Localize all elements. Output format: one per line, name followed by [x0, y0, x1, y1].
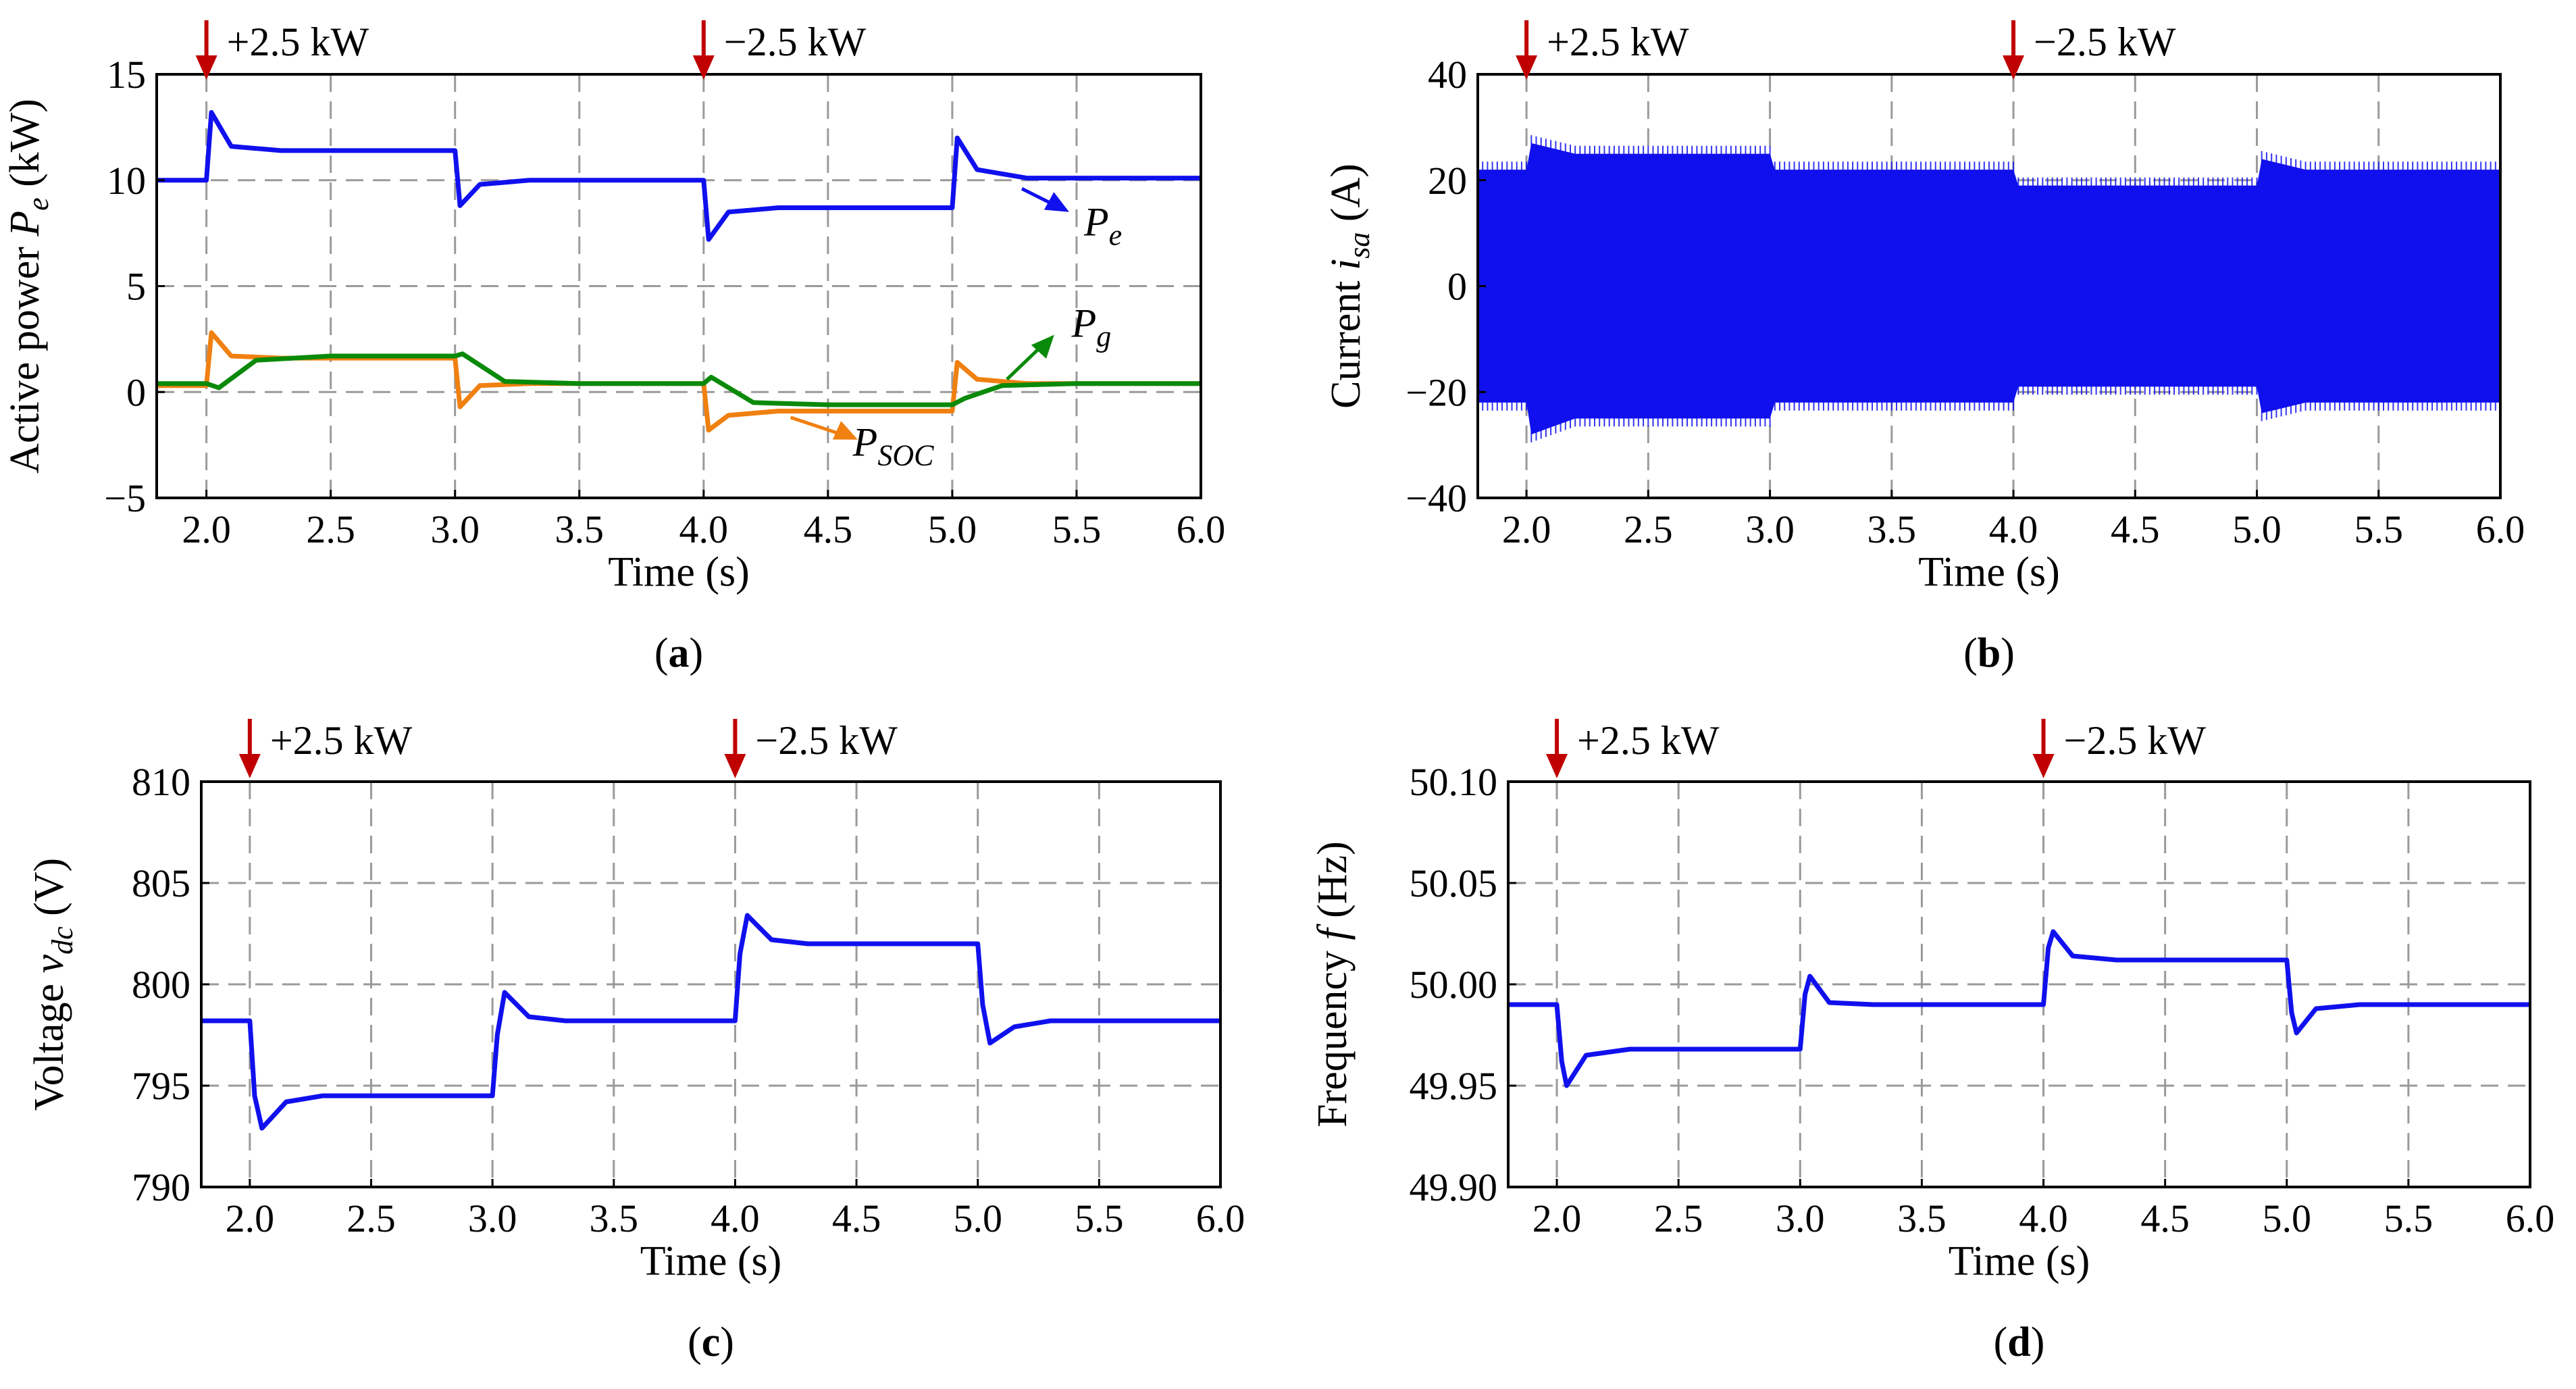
- x-tick-label: 3.5: [1897, 1196, 1947, 1240]
- x-tick-label: 4.0: [711, 1196, 760, 1240]
- event-annotation: −2.5 kW: [2064, 718, 2207, 763]
- event-arrow-icon: [1516, 55, 1538, 80]
- x-tick-label: 2.0: [1502, 507, 1551, 551]
- x-tick-label: 3.5: [590, 1196, 639, 1240]
- x-tick-label: 4.5: [2140, 1196, 2190, 1240]
- x-tick-label: 5.0: [928, 507, 977, 551]
- y-tick-label: 49.90: [1410, 1165, 1498, 1209]
- chart-c: 2.0 2.5 3.0 3.5 4.0 4.5 5.0 5.5 6.0 790 795 800 805 8…: [26, 718, 1245, 1365]
- y-tick-label: −20: [1406, 370, 1467, 414]
- y-axis-label: Current isa (A): [1323, 163, 1376, 409]
- x-tick-label: 6.0: [2506, 1196, 2555, 1240]
- x-axis-label: Time (s): [1918, 549, 2060, 595]
- y-tick-label: 790: [132, 1165, 190, 1209]
- y-tick-label: 0: [126, 370, 146, 414]
- y-tick-label: 800: [132, 963, 190, 1007]
- y-tick-label: 0: [1447, 265, 1467, 309]
- x-tick-label: 4.0: [2019, 1196, 2068, 1240]
- panel-caption: (a): [654, 630, 703, 676]
- event-annotation: −2.5 kW: [755, 718, 898, 763]
- x-tick-label: 2.5: [306, 507, 355, 551]
- y-tick-label: −40: [1406, 476, 1467, 520]
- y-tick-label: 40: [1428, 53, 1467, 97]
- x-tick-label: 3.0: [1745, 507, 1795, 551]
- x-tick-label: 3.0: [1776, 1196, 1825, 1240]
- series-label-pe: Pe: [1083, 199, 1122, 251]
- panel-caption: (c): [688, 1319, 734, 1365]
- x-tick-label: 5.5: [1075, 1196, 1124, 1240]
- x-tick-label: 2.5: [1624, 507, 1673, 551]
- y-tick-label: 20: [1428, 159, 1467, 203]
- y-tick-label: 50.05: [1410, 861, 1498, 905]
- x-tick-label: 4.0: [1989, 507, 2038, 551]
- event-arrow-icon: [1546, 754, 1568, 778]
- chart-d: 2.0 2.5 3.0 3.5 4.0 4.5 5.0 5.5 6.0 49.90 49.95 50.…: [1310, 718, 2554, 1365]
- x-tick-label: 6.0: [1196, 1196, 1245, 1240]
- pe-pointer-arrow-icon: [1044, 192, 1069, 212]
- x-tick-label: 3.0: [468, 1196, 517, 1240]
- psoc-pointer-arrow-icon: [832, 421, 858, 440]
- y-tick-label: −5: [104, 476, 146, 520]
- y-axis-label: Voltage vdc (V): [26, 858, 79, 1111]
- y-tick-label: 50.00: [1410, 963, 1498, 1007]
- x-axis-label: Time (s): [1949, 1238, 2090, 1284]
- x-tick-label: 4.5: [2111, 507, 2160, 551]
- y-tick-label: 805: [132, 861, 190, 905]
- x-tick-label: 2.5: [346, 1196, 396, 1240]
- x-tick-label: 4.5: [832, 1196, 881, 1240]
- panel-caption: (b): [1963, 630, 2015, 676]
- x-tick-label: 2.0: [1532, 1196, 1582, 1240]
- event-annotation: +2.5 kW: [227, 20, 369, 64]
- x-axis-label: Time (s): [640, 1238, 782, 1284]
- x-tick-label: 5.0: [2232, 507, 2282, 551]
- y-tick-label: 10: [107, 159, 146, 203]
- event-annotation: +2.5 kW: [270, 718, 413, 763]
- x-tick-label: 2.0: [226, 1196, 275, 1240]
- event-annotation: +2.5 kW: [1577, 718, 1720, 763]
- x-tick-label: 5.0: [953, 1196, 1002, 1240]
- event-annotation: −2.5 kW: [2034, 20, 2176, 64]
- x-tick-label: 4.0: [679, 507, 729, 551]
- x-tick-label: 2.5: [1654, 1196, 1703, 1240]
- event-annotation: −2.5 kW: [724, 20, 867, 64]
- event-arrow-icon: [692, 55, 715, 80]
- event-arrow-icon: [238, 754, 261, 778]
- x-tick-label: 4.5: [804, 507, 853, 551]
- x-tick-label: 5.0: [2263, 1196, 2312, 1240]
- y-axis-label: Frequency f (Hz): [1310, 841, 1356, 1128]
- series-line-v-dc: [201, 913, 1220, 1131]
- series-line-f: [1508, 929, 2530, 1088]
- event-arrow-icon: [2032, 754, 2055, 778]
- x-tick-label: 6.0: [2476, 507, 2525, 551]
- series-label-psoc: PSOC: [852, 420, 934, 472]
- event-arrow-icon: [2003, 55, 2025, 80]
- x-tick-label: 2.0: [182, 507, 231, 551]
- x-tick-label: 3.0: [430, 507, 480, 551]
- y-tick-label: 49.95: [1410, 1064, 1498, 1108]
- y-tick-label: 810: [132, 760, 190, 804]
- series-line-p-e: [157, 109, 1201, 242]
- x-tick-label: 5.5: [2354, 507, 2404, 551]
- panel-caption: (d): [1994, 1319, 2045, 1365]
- x-tick-label: 5.5: [2384, 1196, 2433, 1240]
- event-arrow-icon: [724, 754, 746, 778]
- series-label-pg: Pg: [1071, 301, 1112, 353]
- event-arrow-icon: [195, 55, 217, 80]
- y-tick-label: 795: [132, 1064, 190, 1108]
- y-axis-label: Active power Pe (kW): [2, 99, 55, 474]
- pg-pointer-arrow-icon: [1031, 334, 1054, 359]
- y-tick-label: 15: [107, 53, 146, 97]
- x-tick-label: 3.5: [1867, 507, 1917, 551]
- x-axis-label: Time (s): [608, 549, 750, 595]
- chart-b: 2.0 2.5 3.0 3.5 4.0 4.5 5.0 5.5 6.0 −40 −20 0 20 40 Ti…: [1323, 20, 2525, 676]
- x-tick-label: 6.0: [1177, 507, 1226, 551]
- y-tick-label: 50.10: [1410, 760, 1498, 804]
- y-tick-label: 5: [126, 265, 146, 309]
- series-line-p-g: [157, 351, 1201, 407]
- chart-a: 2.0 2.5 3.0 3.5 4.0 4.5 5.0 5.5 6.0 −5 0 5 10 15 Time …: [2, 20, 1225, 676]
- x-tick-label: 3.5: [555, 507, 604, 551]
- x-tick-label: 5.5: [1052, 507, 1102, 551]
- event-annotation: +2.5 kW: [1547, 20, 1689, 64]
